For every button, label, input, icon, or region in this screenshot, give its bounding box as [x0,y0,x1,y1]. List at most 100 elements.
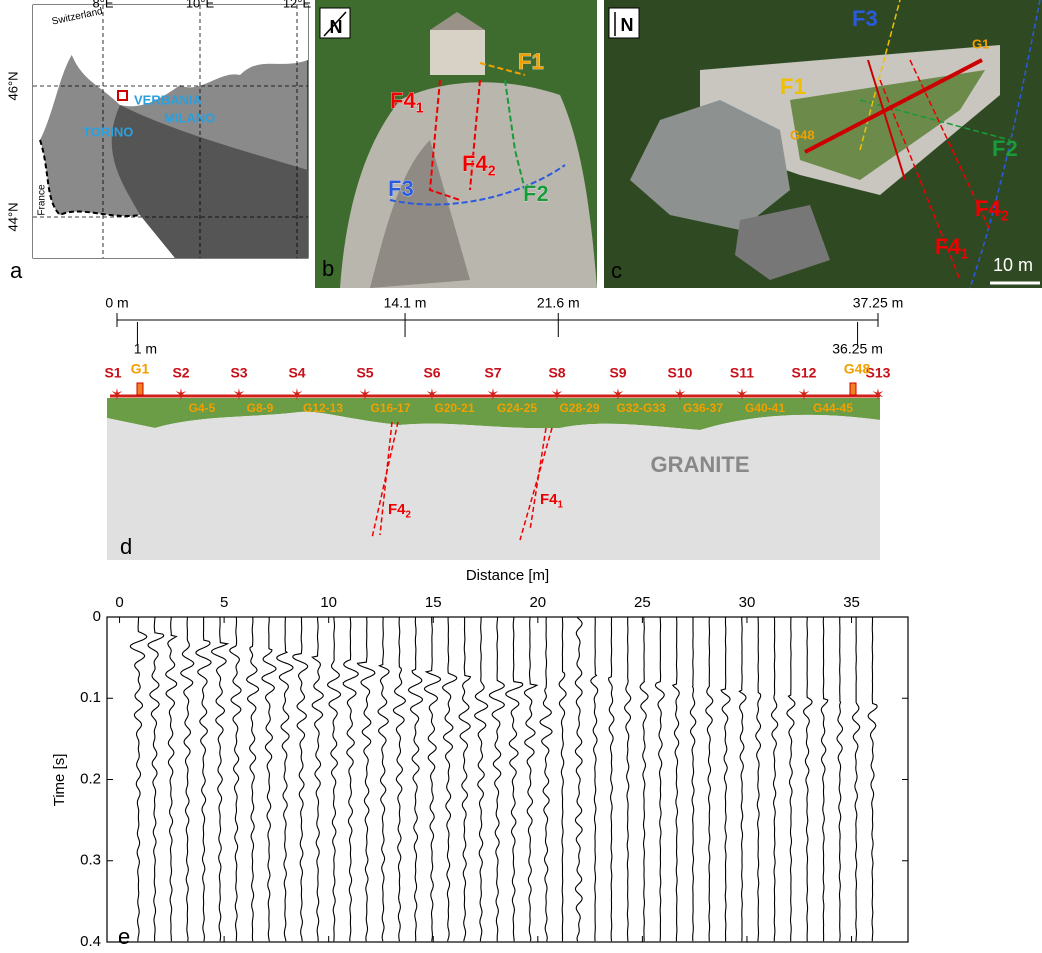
trace [442,617,458,942]
trace [558,617,567,942]
sensor-label: S10 [668,365,693,381]
border [39,139,141,217]
trace [505,616,524,942]
panel-label: c [611,258,622,283]
trace [639,617,649,942]
church [430,30,485,75]
trace [738,617,747,942]
trace [458,616,472,942]
trace [392,616,406,942]
geophone-label: G44-45 [813,401,853,415]
sensor-label: S12 [792,365,817,381]
trace [165,616,178,942]
trace [608,617,615,942]
sensor-label: S7 [484,365,501,381]
trace [689,617,697,942]
trace [474,617,489,942]
x-tick-label: 30 [739,594,756,611]
trace [867,617,878,942]
fault-label: F2 [992,136,1018,161]
distance-label: 0 m [105,295,128,311]
fault-label: F41 [540,491,564,510]
trace [327,616,342,942]
lon-label: 10°E [186,0,215,10]
fault-label: F41 [390,88,424,117]
geophone-label: G48 [844,361,871,377]
fault-lines-b [389,62,566,206]
fault-name: F4 [390,88,416,113]
trace [820,616,829,942]
north-arrow [323,11,347,37]
y-tick-label: 0.2 [80,770,101,787]
fault-name: F2 [992,136,1018,161]
geophone-label: G28-29 [559,401,599,415]
fault-label: F42 [462,151,496,180]
north-box [608,7,640,39]
y-axis-label: Time [s] [51,754,68,807]
geophone-marker [136,382,144,396]
trace [276,617,294,942]
cliff-shade [370,140,470,288]
church-roof [430,12,485,30]
sensor-label: S5 [356,365,373,381]
trace [377,616,390,942]
fault-sub: 2 [488,163,496,179]
sensor-marker: ✶ [486,387,499,404]
trace [803,616,813,942]
geophone-label: G8-9 [247,401,274,415]
geophone-label: G20-21 [434,401,474,415]
geophone-label: G1 [131,361,150,377]
fault-label: F42 [388,501,412,520]
y-tick-label: 0.4 [80,933,101,950]
trace [147,616,165,942]
trace [539,616,553,942]
sensor-marker: ✶ [110,387,123,404]
trace [407,616,424,942]
trace [574,616,583,942]
trace [852,617,861,942]
fault-name: F2 [523,181,549,206]
fault-sub: 1 [961,246,969,262]
distance-label: 37.25 m [853,295,904,311]
map-plain [111,105,308,258]
faults-d [371,421,553,541]
trace [261,616,277,942]
sensor-label: S4 [288,365,305,381]
fault-label: F1 [518,49,544,74]
geophone-marker [849,382,857,396]
fault-sub: 2 [1001,208,1009,224]
fault-sub: 1 [416,100,424,116]
panel-label: e [118,924,130,949]
fault-label: F42 [975,196,1009,225]
panel-label: a [10,258,23,283]
trace [836,616,844,942]
profile-cross [867,59,906,181]
sensor-marker: ✶ [550,387,563,404]
roof [630,100,790,230]
fault-label: F2 [523,181,549,206]
distance-label: 1 m [134,341,157,357]
geophone-label: G40-41 [745,401,785,415]
sensor-label: S13 [866,365,891,381]
lon-label: 8°E [92,0,113,10]
geophone-label: G4-5 [189,401,216,415]
fault-name: F3 [852,6,878,31]
fault-name: F1 [518,49,544,74]
sensor-marker: ✶ [735,387,748,404]
fault-label: F41 [935,234,969,263]
city-label: VERBANIA [134,92,203,107]
sensor-label: S2 [172,365,189,381]
sensor-marker: ✶ [871,387,884,404]
geophone-label: G24-25 [497,401,537,415]
y-tick-label: 0.1 [80,689,101,706]
sensor-marker: ✶ [290,387,303,404]
panel-label: b [322,256,334,281]
roof [735,205,830,280]
trace [180,616,195,942]
x-tick-label: 15 [425,594,442,611]
distance-label: 14.1 m [384,295,427,311]
trace [755,617,762,942]
map-outside [33,5,175,258]
trace [705,617,714,942]
x-axis-label: Distance [m] [466,567,549,584]
